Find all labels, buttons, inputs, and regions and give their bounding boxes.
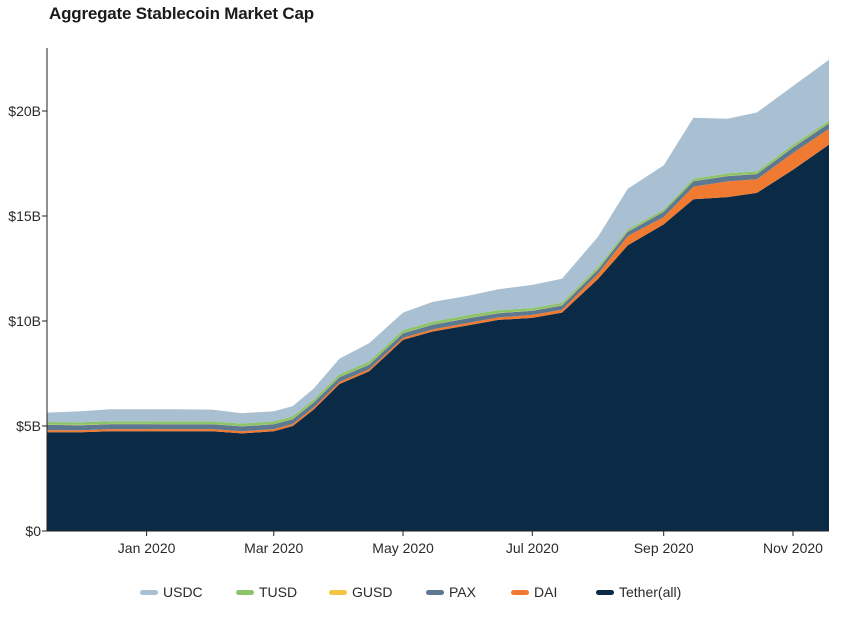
legend-label-dai: DAI xyxy=(534,584,558,600)
x-tick-label: May 2020 xyxy=(372,540,434,556)
legend-swatch-pax xyxy=(426,589,444,595)
legend-swatch-tusd xyxy=(236,589,254,595)
x-tick-label: Jul 2020 xyxy=(506,540,559,556)
legend-label-pax: PAX xyxy=(449,584,476,600)
legend-label-tether: Tether(all) xyxy=(619,584,682,600)
area-tether-all xyxy=(47,144,829,531)
y-axis-ticks: $0 $5B $10B $15B $20B xyxy=(8,103,47,539)
y-tick-label: $5B xyxy=(16,418,41,434)
y-tick-label: $0 xyxy=(25,523,41,539)
y-tick-label: $15B xyxy=(8,208,41,224)
stacked-area-chart: $0 $5B $10B $15B $20B Jan 2020 Mar 2020 May 20… xyxy=(8,48,829,556)
legend-label-usdc: USDC xyxy=(163,584,203,600)
x-tick-label: Sep 2020 xyxy=(634,540,694,556)
legend-label-gusd: GUSD xyxy=(352,584,393,600)
x-tick-label: Jan 2020 xyxy=(118,540,176,556)
y-tick-label: $20B xyxy=(8,103,41,119)
x-axis-ticks: Jan 2020 Mar 2020 May 2020 Jul 2020 Sep 2020… xyxy=(118,531,823,556)
legend-swatch-usdc xyxy=(140,589,158,595)
legend-item-gusd: GUSD xyxy=(329,581,392,603)
legend-item-dai: DAI xyxy=(511,581,557,603)
series-areas xyxy=(47,59,829,531)
legend-item-usdc: USDC xyxy=(140,581,203,603)
legend-label-tusd: TUSD xyxy=(259,584,298,600)
legend-item-pax: PAX xyxy=(426,581,476,603)
axes xyxy=(46,48,829,532)
legend: USDC TUSD GUSD PAX DAI Tether(all) xyxy=(0,581,850,603)
legend-swatch-gusd xyxy=(329,589,347,595)
y-tick-label: $10B xyxy=(8,313,41,329)
x-tick-label: Nov 2020 xyxy=(763,540,823,556)
legend-swatch-dai xyxy=(511,589,529,595)
legend-item-tusd: TUSD xyxy=(236,581,297,603)
x-tick-label: Mar 2020 xyxy=(244,540,303,556)
chart-title: Aggregate Stablecoin Market Cap xyxy=(49,4,314,23)
legend-item-tether: Tether(all) xyxy=(596,581,681,603)
legend-swatch-tether xyxy=(596,589,614,595)
